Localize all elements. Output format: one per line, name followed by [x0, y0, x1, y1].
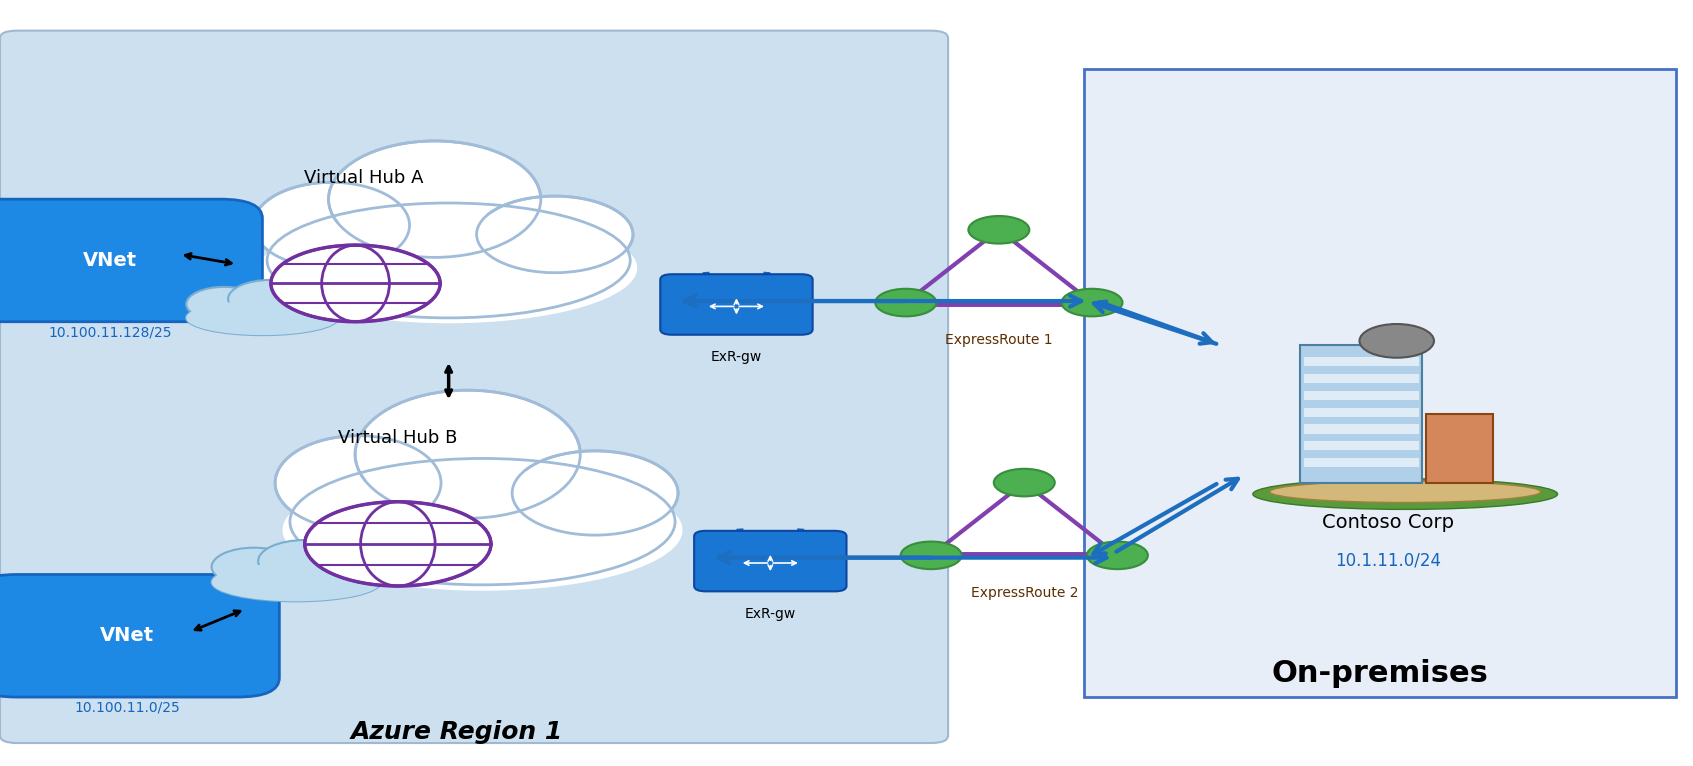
Circle shape [271, 245, 440, 322]
Text: Azure Region 1: Azure Region 1 [350, 720, 564, 744]
Ellipse shape [1253, 479, 1558, 509]
Ellipse shape [1270, 481, 1541, 502]
FancyBboxPatch shape [1304, 441, 1419, 450]
Text: Contoso Corp: Contoso Corp [1322, 513, 1454, 532]
Text: ExpressRoute 2: ExpressRoute 2 [970, 586, 1078, 600]
Ellipse shape [274, 436, 440, 530]
Circle shape [968, 216, 1029, 244]
Circle shape [186, 287, 262, 322]
Text: ExR-gw: ExR-gw [711, 350, 762, 364]
Circle shape [212, 548, 296, 586]
FancyBboxPatch shape [1304, 357, 1419, 366]
Ellipse shape [212, 563, 381, 601]
Circle shape [1087, 542, 1148, 569]
Ellipse shape [328, 141, 540, 257]
Circle shape [1359, 324, 1434, 358]
Circle shape [284, 293, 347, 322]
FancyBboxPatch shape [0, 574, 279, 697]
Text: VNet: VNet [83, 251, 137, 270]
Text: 10.100.11.128/25: 10.100.11.128/25 [49, 326, 171, 339]
Circle shape [994, 469, 1055, 496]
Ellipse shape [267, 203, 630, 318]
Ellipse shape [283, 470, 682, 591]
FancyBboxPatch shape [1304, 408, 1419, 417]
Circle shape [229, 280, 312, 318]
FancyBboxPatch shape [1304, 424, 1419, 434]
Text: On-premises: On-premises [1271, 659, 1488, 688]
FancyBboxPatch shape [1304, 458, 1419, 467]
Circle shape [257, 540, 352, 582]
Ellipse shape [212, 563, 381, 601]
Circle shape [1062, 289, 1122, 316]
FancyBboxPatch shape [1304, 374, 1419, 383]
Ellipse shape [254, 182, 410, 268]
Circle shape [320, 555, 391, 587]
Circle shape [305, 502, 491, 586]
FancyBboxPatch shape [1300, 345, 1422, 483]
Text: Virtual Hub B: Virtual Hub B [339, 429, 457, 447]
Ellipse shape [186, 301, 339, 336]
Circle shape [875, 289, 936, 316]
Text: 10.1.11.0/24: 10.1.11.0/24 [1336, 552, 1441, 569]
FancyBboxPatch shape [1304, 391, 1419, 400]
FancyBboxPatch shape [1426, 414, 1493, 483]
FancyBboxPatch shape [0, 31, 948, 743]
Ellipse shape [511, 451, 677, 535]
Ellipse shape [290, 458, 676, 585]
Ellipse shape [261, 213, 637, 323]
Text: VNet: VNet [100, 627, 154, 645]
Text: ExpressRoute 1: ExpressRoute 1 [945, 333, 1053, 347]
Ellipse shape [477, 196, 633, 273]
Text: 10.100.11.0/25: 10.100.11.0/25 [74, 701, 179, 715]
FancyBboxPatch shape [694, 531, 846, 591]
FancyBboxPatch shape [1084, 69, 1676, 697]
Ellipse shape [356, 390, 581, 519]
Ellipse shape [186, 301, 339, 336]
FancyBboxPatch shape [660, 274, 813, 335]
FancyBboxPatch shape [0, 199, 262, 322]
Text: Virtual Hub A: Virtual Hub A [305, 169, 423, 186]
Circle shape [901, 542, 962, 569]
Text: ExR-gw: ExR-gw [745, 607, 796, 620]
